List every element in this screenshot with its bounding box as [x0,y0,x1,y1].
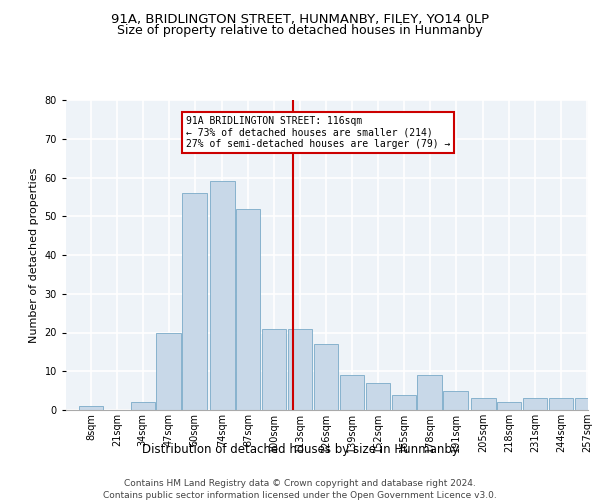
Bar [210,182,235,410]
Bar [79,406,103,410]
Text: Distribution of detached houses by size in Hunmanby: Distribution of detached houses by size … [142,442,458,456]
Bar [314,344,338,410]
Bar [471,398,496,410]
Bar [157,332,181,410]
Bar [443,390,467,410]
Bar [549,398,573,410]
Text: Contains public sector information licensed under the Open Government Licence v3: Contains public sector information licen… [103,491,497,500]
Bar [262,328,286,410]
Bar [497,402,521,410]
Bar [392,394,416,410]
Text: 91A, BRIDLINGTON STREET, HUNMANBY, FILEY, YO14 0LP: 91A, BRIDLINGTON STREET, HUNMANBY, FILEY… [111,12,489,26]
Bar [288,328,312,410]
Bar [236,208,260,410]
Bar [575,398,599,410]
Bar [340,375,364,410]
Bar [131,402,155,410]
Text: Size of property relative to detached houses in Hunmanby: Size of property relative to detached ho… [117,24,483,37]
Text: 91A BRIDLINGTON STREET: 116sqm
← 73% of detached houses are smaller (214)
27% of: 91A BRIDLINGTON STREET: 116sqm ← 73% of … [185,116,450,148]
Y-axis label: Number of detached properties: Number of detached properties [29,168,39,342]
Bar [523,398,547,410]
Bar [182,193,206,410]
Bar [418,375,442,410]
Text: Contains HM Land Registry data © Crown copyright and database right 2024.: Contains HM Land Registry data © Crown c… [124,479,476,488]
Bar [365,383,390,410]
